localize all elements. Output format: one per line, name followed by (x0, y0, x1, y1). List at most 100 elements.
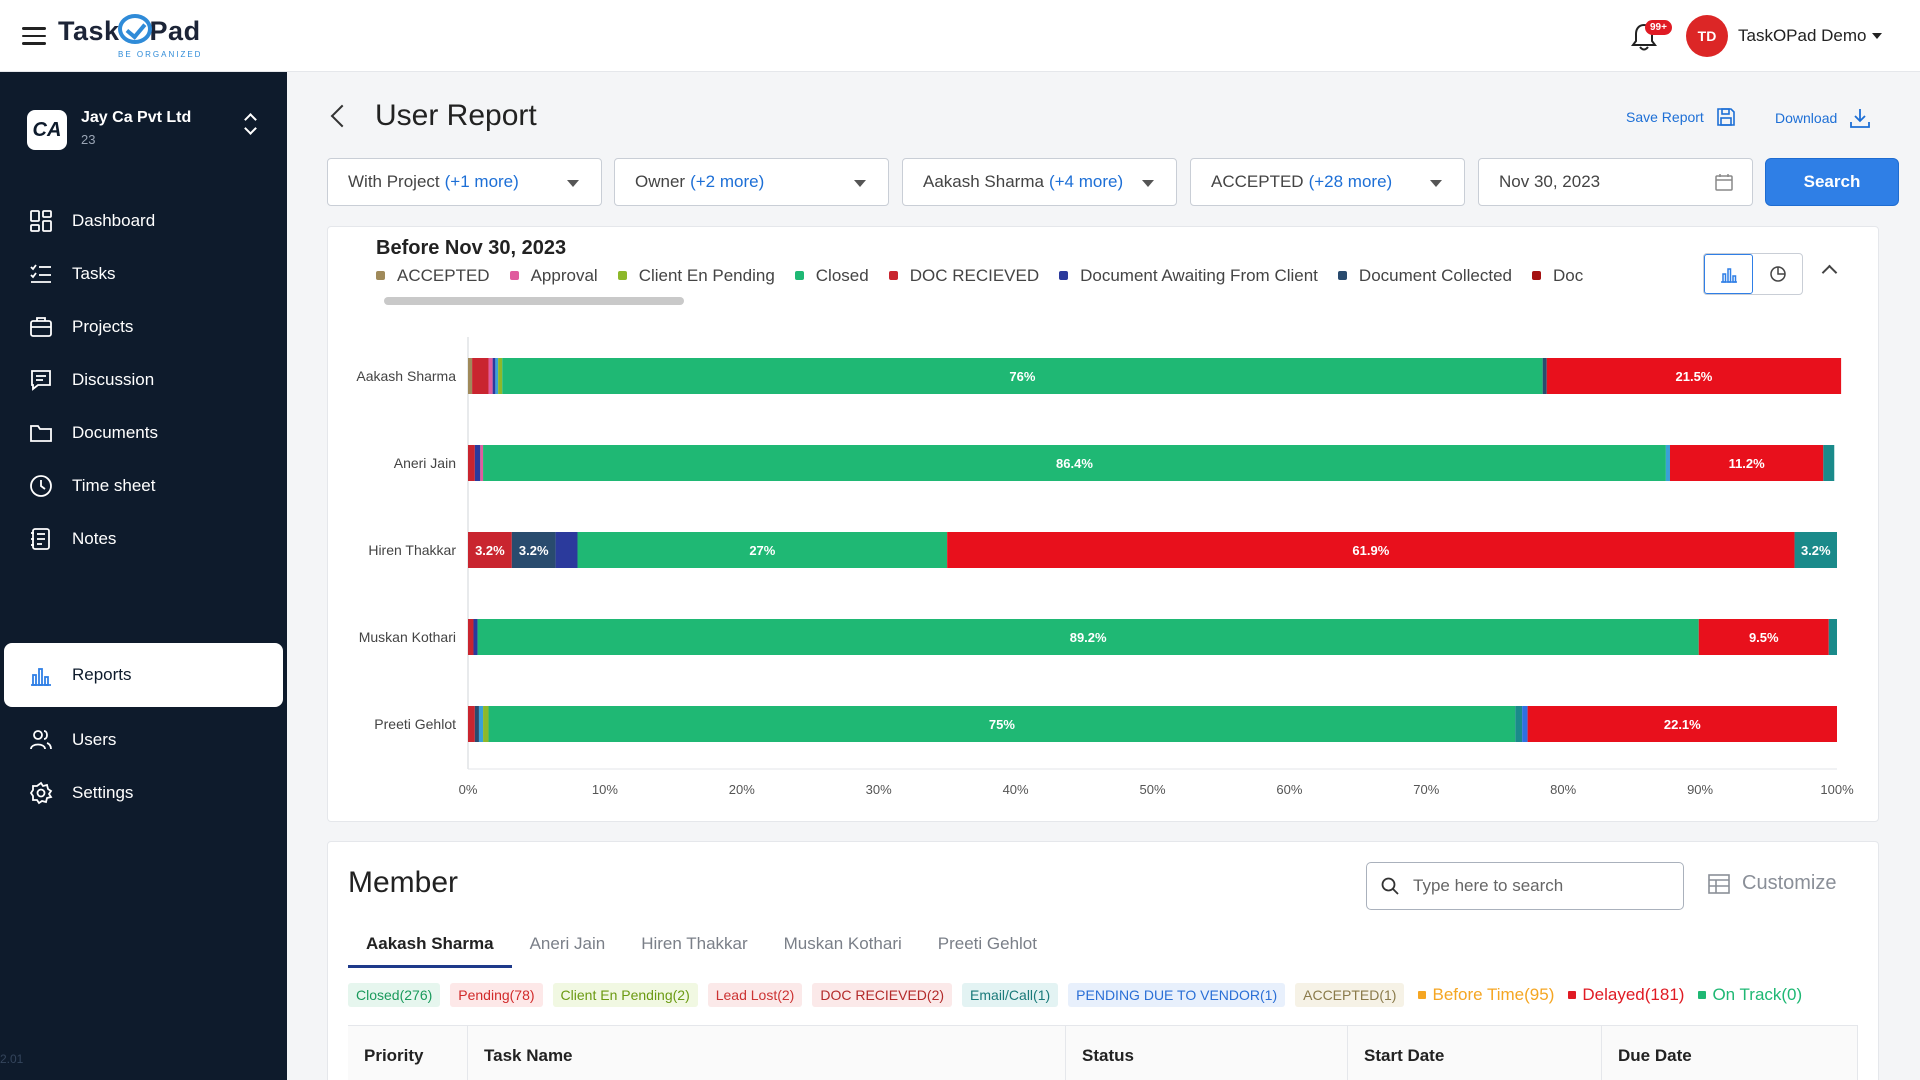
menu-icon[interactable] (22, 27, 46, 45)
bar-segment[interactable] (473, 619, 478, 655)
bar-segment[interactable] (1515, 706, 1523, 742)
legend-scrollbar[interactable] (384, 297, 684, 305)
bar-segment[interactable] (474, 445, 481, 481)
status-chip[interactable]: PENDING DUE TO VENDOR(1) (1068, 983, 1286, 1007)
bar-segment[interactable] (1698, 619, 1829, 655)
search-input[interactable] (1413, 876, 1653, 896)
app-logo[interactable]: Task Pad BE ORGANIZED (58, 14, 208, 60)
sidebar-item-projects[interactable]: Projects (4, 295, 283, 359)
bar-segment[interactable] (468, 619, 474, 655)
status-chip[interactable]: Client En Pending(2) (552, 983, 698, 1007)
sidebar-item-timesheet[interactable]: Time sheet (4, 454, 283, 518)
date-picker[interactable]: Nov 30, 2023 (1478, 158, 1753, 206)
bar-chart-icon (1720, 268, 1737, 283)
status-chip[interactable]: Pending(78) (450, 983, 543, 1007)
bar-segment[interactable] (947, 532, 1795, 568)
bar-segment[interactable] (1828, 619, 1837, 655)
download-button[interactable]: Download (1775, 107, 1871, 129)
bar-segment[interactable] (1794, 532, 1837, 568)
status-filter-select[interactable]: ACCEPTED (+28 more) (1190, 158, 1465, 206)
bar-segment[interactable] (1527, 706, 1837, 742)
sidebar-item-notes[interactable]: Notes (4, 507, 283, 571)
role-filter-select[interactable]: Owner (+2 more) (614, 158, 889, 206)
bar-segment[interactable] (1669, 445, 1824, 481)
customize-button[interactable]: Customize (1708, 872, 1836, 895)
bar-chart-toggle-button[interactable] (1704, 254, 1754, 294)
bar-segment[interactable] (488, 706, 1516, 742)
legend-item[interactable]: Document Awaiting From Client (1059, 266, 1318, 286)
bar-segment[interactable] (495, 358, 499, 394)
bar-segment[interactable] (511, 532, 556, 568)
tab-aneri-jain[interactable]: Aneri Jain (529, 934, 606, 953)
legend-item[interactable]: ACCEPTED (376, 266, 490, 286)
column-header-status[interactable]: Status (1066, 1026, 1348, 1080)
tasks-icon (28, 261, 54, 287)
bar-segment[interactable] (468, 532, 512, 568)
sidebar-item-documents[interactable]: Documents (4, 401, 283, 465)
status-chip[interactable]: Lead Lost(2) (707, 983, 803, 1007)
column-header-due-date[interactable]: Due Date (1602, 1026, 1858, 1080)
legend-item[interactable]: Closed (794, 266, 869, 286)
bar-segment[interactable] (488, 358, 493, 394)
bar-segment[interactable] (472, 358, 489, 394)
column-header-task-name[interactable]: Task Name (468, 1026, 1066, 1080)
sidebar-item-dashboard[interactable]: Dashboard (4, 189, 283, 253)
status-chip[interactable]: Email/Call(1) (962, 983, 1059, 1007)
bar-segment[interactable] (478, 706, 484, 742)
back-arrow-icon[interactable] (330, 104, 354, 128)
sidebar-item-tasks[interactable]: Tasks (4, 242, 283, 306)
member-tabs: Aakash Sharma Aneri Jain Hiren Thakkar M… (348, 920, 1055, 968)
bar-segment[interactable] (555, 532, 578, 568)
chevron-down-icon[interactable] (1872, 33, 1882, 39)
users-filter-select[interactable]: Aakash Sharma (+4 more) (902, 158, 1177, 206)
calendar-icon[interactable] (1714, 172, 1734, 192)
bar-segment[interactable] (480, 445, 484, 481)
bar-data-label: 3.2% (475, 543, 505, 558)
bar-segment[interactable] (502, 358, 1543, 394)
user-name[interactable]: TaskOPad Demo (1738, 26, 1867, 45)
legend-item[interactable]: Client En Pending (617, 266, 775, 286)
tab-preeti-gehlot[interactable]: Preeti Gehlot (937, 934, 1037, 953)
status-chip[interactable]: Closed(276) (348, 983, 441, 1007)
stat-marker (1568, 991, 1577, 999)
legend-swatch (888, 271, 898, 280)
bar-segment[interactable] (483, 445, 1666, 481)
sidebar-item-settings[interactable]: Settings (4, 761, 283, 825)
bar-segment[interactable] (1823, 445, 1835, 481)
bar-segment[interactable] (468, 358, 473, 394)
legend-item[interactable]: Approval (509, 266, 598, 286)
tab-aakash-sharma[interactable]: Aakash Sharma (348, 920, 512, 968)
bar-segment[interactable] (492, 358, 496, 394)
x-tick-label: 40% (1003, 782, 1029, 797)
bar-segment[interactable] (468, 706, 475, 742)
status-chip[interactable]: ACCEPTED(1) (1295, 983, 1405, 1007)
bar-segment[interactable] (483, 706, 489, 742)
search-button[interactable]: Search (1765, 158, 1899, 206)
legend-item[interactable]: DOC RECIEVED (888, 266, 1039, 286)
bar-segment[interactable] (468, 445, 475, 481)
sidebar-item-discussion[interactable]: Discussion (4, 348, 283, 412)
column-header-start-date[interactable]: Start Date (1348, 1026, 1602, 1080)
sidebar-item-reports[interactable]: Reports (4, 643, 283, 707)
bar-segment[interactable] (577, 532, 948, 568)
legend-item[interactable]: Doc (1532, 266, 1583, 286)
tab-muskan-kothari[interactable]: Muskan Kothari (783, 934, 902, 953)
bar-segment[interactable] (1665, 445, 1670, 481)
project-filter-select[interactable]: With Project (+1 more) (327, 158, 602, 206)
avatar[interactable]: TD (1686, 15, 1728, 57)
legend-item[interactable]: Document Collected (1337, 266, 1512, 286)
status-chip[interactable]: DOC RECIEVED(2) (812, 983, 953, 1007)
bar-segment[interactable] (1542, 358, 1547, 394)
bar-segment[interactable] (1546, 358, 1842, 394)
tab-hiren-thakkar[interactable]: Hiren Thakkar (641, 934, 748, 953)
org-switcher[interactable]: CA Jay Ca Pvt Ltd 23 (27, 107, 267, 157)
column-header-priority[interactable]: Priority (348, 1026, 468, 1080)
save-report-button[interactable]: Save Report (1626, 107, 1736, 127)
bar-segment[interactable] (477, 619, 1699, 655)
chevron-up-down-icon[interactable] (244, 111, 258, 137)
bar-segment[interactable] (1522, 706, 1528, 742)
sidebar-item-users[interactable]: Users (4, 708, 283, 772)
pie-chart-toggle-button[interactable] (1753, 254, 1802, 294)
bar-segment[interactable] (474, 706, 479, 742)
bar-segment[interactable] (498, 358, 503, 394)
